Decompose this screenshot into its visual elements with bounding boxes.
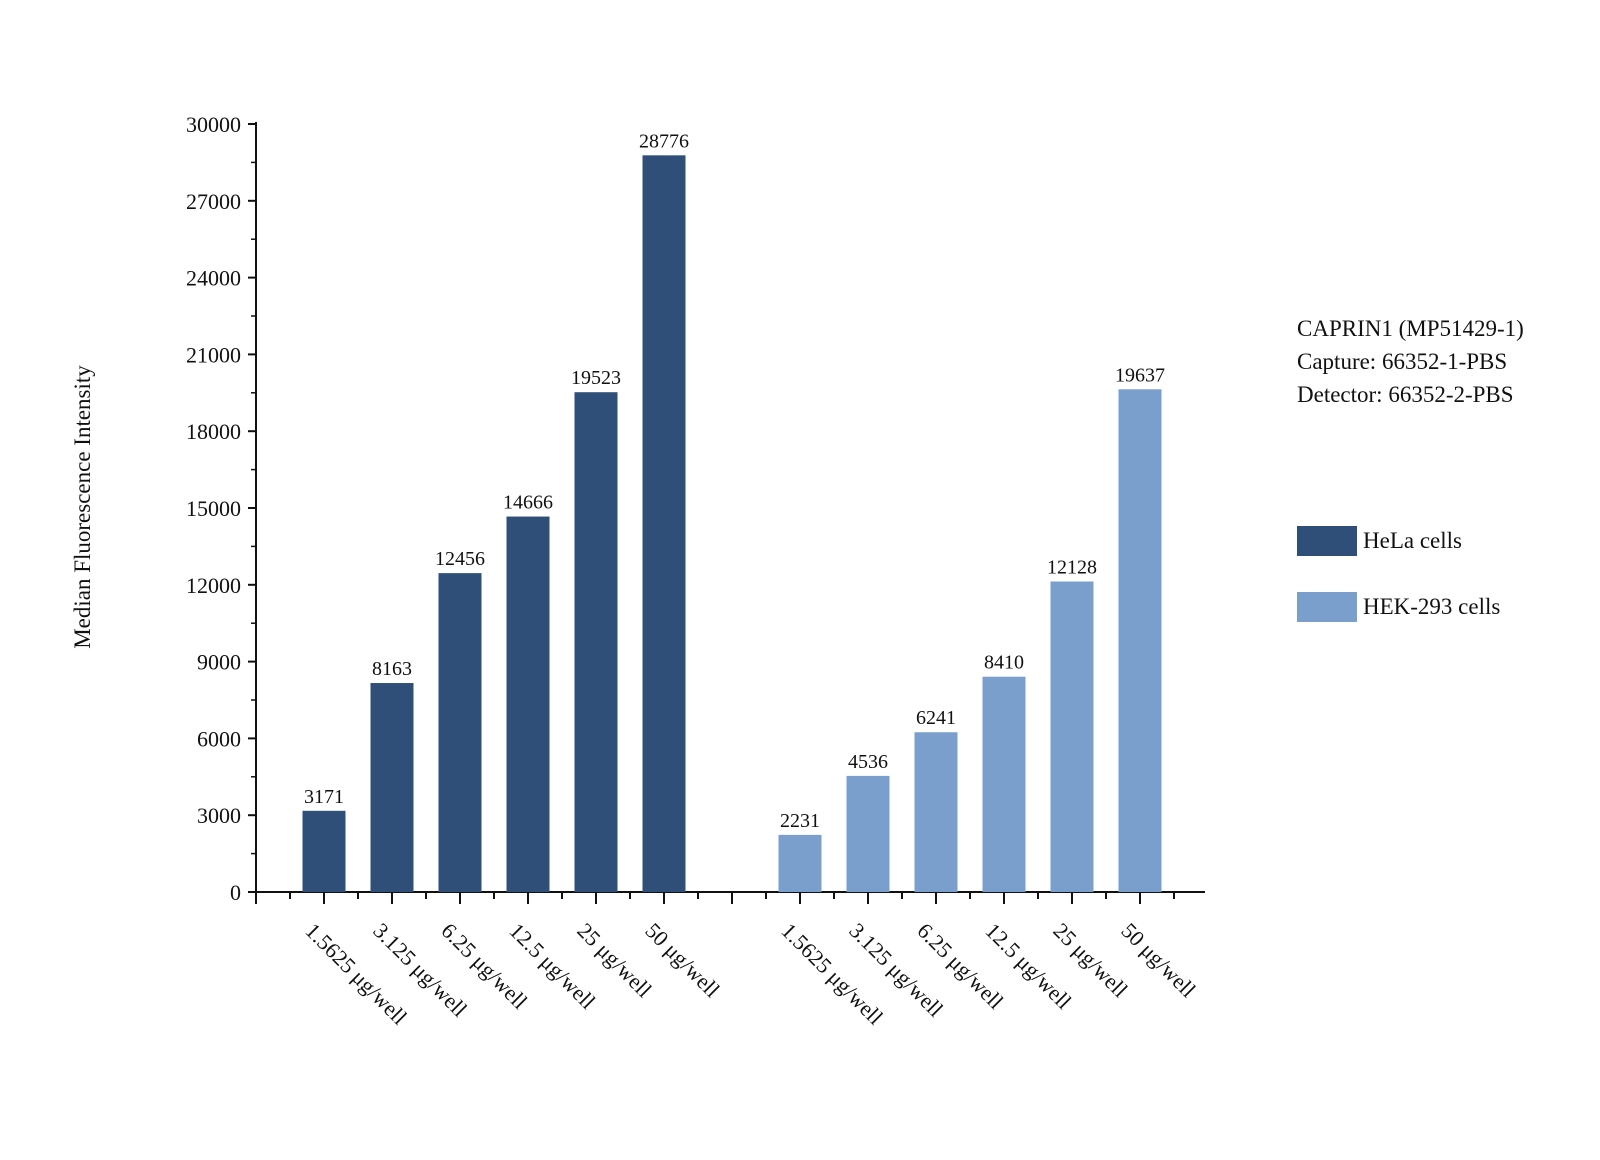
y-tick-label: 0 (230, 880, 241, 905)
data-label: 12456 (435, 548, 485, 570)
y-tick-label: 9000 (197, 650, 241, 675)
annotation-detector: Detector: 66352-2-PBS (1297, 382, 1514, 407)
legend-swatch-hela (1297, 526, 1357, 556)
y-tick-label: 30000 (186, 112, 241, 137)
legend-swatch-hek293 (1297, 592, 1357, 622)
data-label: 8163 (372, 658, 412, 680)
bar (1118, 389, 1162, 892)
legend-label-hela: HeLa cells (1363, 528, 1462, 553)
data-label: 12128 (1047, 557, 1097, 579)
y-tick-label: 18000 (186, 419, 241, 444)
bar (846, 775, 890, 892)
bar (438, 573, 482, 892)
legend: HeLa cells HEK-293 cells (1297, 525, 1500, 657)
bar (642, 155, 686, 892)
y-tick-label: 6000 (197, 726, 241, 751)
y-tick-label: 21000 (186, 342, 241, 367)
bar (574, 392, 618, 892)
bar (302, 810, 346, 892)
legend-label-hek293: HEK-293 cells (1363, 594, 1501, 619)
assay-annotation: CAPRIN1 (MP51429-1) Capture: 66352-1-PBS… (1297, 312, 1524, 411)
y-tick-label: 3000 (197, 803, 241, 828)
data-label: 4536 (848, 751, 888, 773)
data-label: 19637 (1115, 364, 1165, 386)
annotation-antibody: CAPRIN1 (MP51429-1) (1297, 316, 1524, 341)
x-tick-label: 50 μg/well (1116, 918, 1200, 1002)
data-label: 8410 (984, 652, 1024, 674)
legend-item-hela: HeLa cells (1297, 525, 1500, 557)
bar (370, 683, 414, 892)
bar (506, 516, 550, 892)
bar (1050, 581, 1094, 892)
y-axis-label: Median Fluorescence Intensity (70, 365, 95, 649)
y-tick-label: 24000 (186, 266, 241, 291)
data-label: 28776 (639, 130, 689, 152)
y-tick-label: 15000 (186, 496, 241, 521)
y-tick-label: 12000 (186, 573, 241, 598)
axes: 0 3000 6000 9000 12000 15000 18000 21000 24000 27… (186, 112, 1205, 905)
annotation-capture: Capture: 66352-1-PBS (1297, 349, 1508, 374)
bar (778, 834, 822, 892)
data-label: 6241 (916, 707, 956, 729)
bars (302, 155, 1162, 892)
y-tick-label: 27000 (186, 189, 241, 214)
data-label: 3171 (304, 786, 344, 808)
x-tick-label: 50 μg/well (640, 918, 724, 1002)
bar (982, 676, 1026, 892)
bar (914, 732, 958, 892)
data-label: 19523 (571, 367, 621, 389)
data-label: 14666 (503, 492, 553, 514)
data-label: 2231 (780, 810, 820, 832)
legend-item-hek293: HEK-293 cells (1297, 591, 1500, 623)
